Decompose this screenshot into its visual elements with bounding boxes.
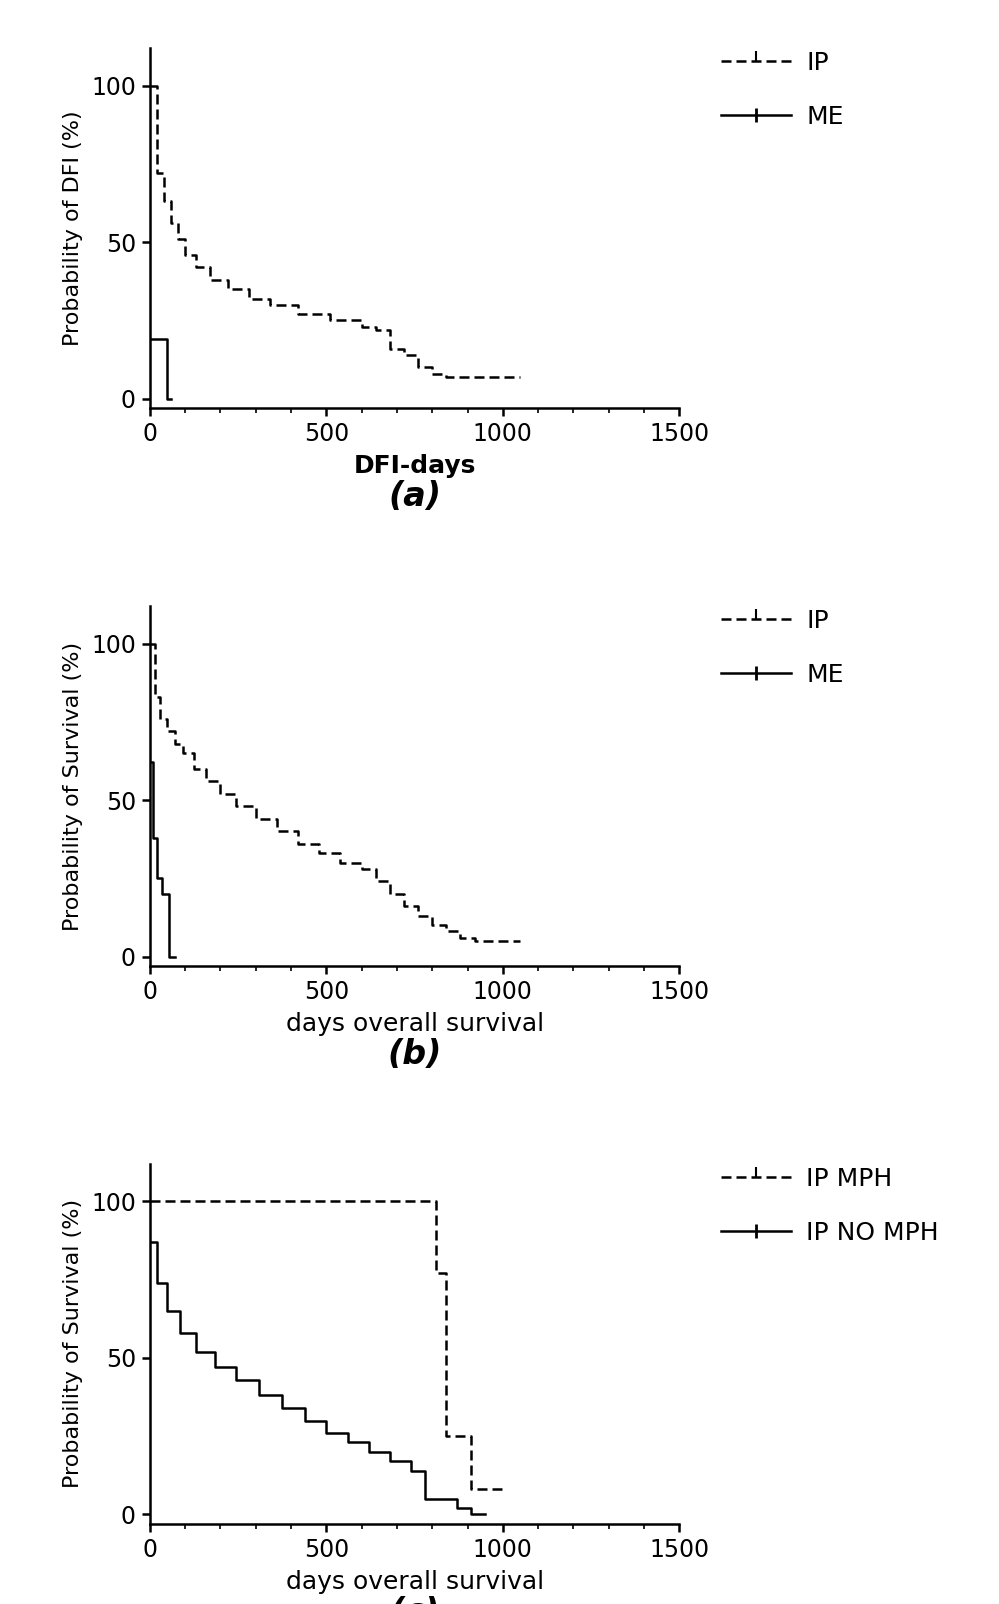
X-axis label: days overall survival: days overall survival — [286, 1012, 543, 1036]
Text: (c): (c) — [390, 1596, 440, 1604]
Y-axis label: Probability of Survival (%): Probability of Survival (%) — [63, 642, 83, 930]
Text: (a): (a) — [388, 480, 442, 513]
Text: (b): (b) — [388, 1038, 442, 1071]
Legend: IP MPH, IP NO MPH: IP MPH, IP NO MPH — [711, 1156, 949, 1254]
Y-axis label: Probability of Survival (%): Probability of Survival (%) — [63, 1200, 83, 1489]
X-axis label: DFI-days: DFI-days — [354, 454, 476, 478]
Y-axis label: Probability of DFI (%): Probability of DFI (%) — [63, 111, 83, 346]
Legend: IP, ME: IP, ME — [711, 598, 853, 696]
Legend: IP, ME: IP, ME — [711, 42, 853, 140]
X-axis label: days overall survival: days overall survival — [286, 1570, 543, 1594]
